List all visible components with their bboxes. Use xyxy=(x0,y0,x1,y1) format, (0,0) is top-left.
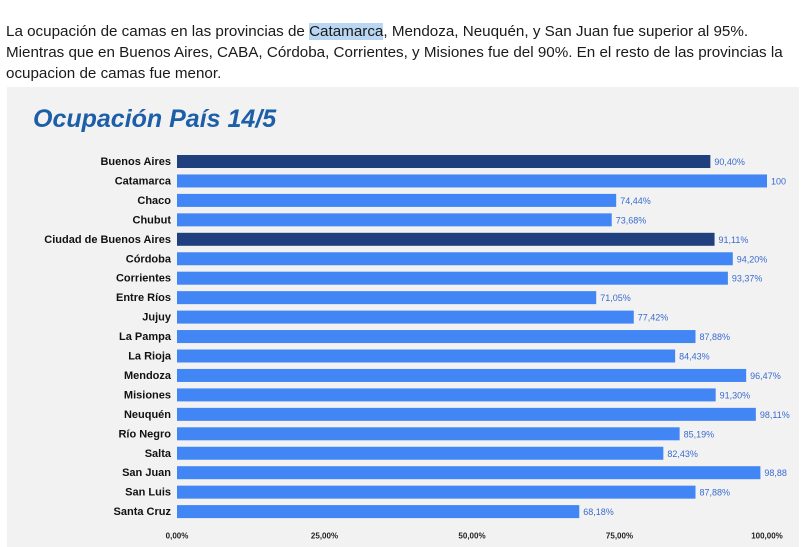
chart-title: Ocupación País 14/5 xyxy=(33,105,277,133)
bar-la-rioja xyxy=(177,349,676,363)
data-label-la-pampa: 87,88% xyxy=(699,332,730,342)
x-tick-label: 25,00% xyxy=(311,532,338,541)
bar-santa-cruz xyxy=(177,505,580,519)
data-label-buenos-aires: 90,40% xyxy=(714,157,745,167)
bar-ciudad-de-buenos-aires xyxy=(177,232,715,246)
data-label-cordoba: 94,20% xyxy=(737,254,768,264)
x-tick-label: 0,00% xyxy=(166,532,189,541)
category-label-mendoza: Mendoza xyxy=(124,370,172,382)
bar-san-juan xyxy=(177,466,761,480)
bar-corrientes xyxy=(177,271,728,285)
data-label-salta: 82,43% xyxy=(667,449,698,459)
category-label-entre-rios: Entre Ríos xyxy=(116,292,171,304)
category-label-chaco: Chaco xyxy=(137,195,171,207)
data-label-corrientes: 93,37% xyxy=(732,274,763,284)
category-label-misiones: Misiones xyxy=(124,389,171,401)
bar-chart: Buenos Aires 90,40% Catamarca 100 Chaco 74,44… xyxy=(44,155,790,541)
category-label-san-juan: San Juan xyxy=(122,467,171,479)
bar-cordoba xyxy=(177,252,733,266)
bar-neuquen xyxy=(177,407,756,421)
paragraph-text-end: , Mendoza, Neuquén, y San Juan fue super… xyxy=(6,23,783,83)
category-label-catamarca: Catamarca xyxy=(115,175,172,187)
data-label-la-rioja: 84,43% xyxy=(679,352,710,362)
bar-san-luis xyxy=(177,485,696,499)
highlighted-word: Catamarca xyxy=(309,23,384,41)
category-label-corrientes: Corrientes xyxy=(116,273,171,285)
bar-jujuy xyxy=(177,310,634,324)
category-label-ciudad-de-buenos-aires: Ciudad de Buenos Aires xyxy=(44,234,171,246)
data-label-chaco: 74,44% xyxy=(620,196,651,206)
category-label-buenos-aires: Buenos Aires xyxy=(100,156,171,168)
category-label-salta: Salta xyxy=(145,448,172,460)
paragraph-text-start: La ocupación de camas en las provincias … xyxy=(6,23,310,41)
category-label-cordoba: Córdoba xyxy=(126,253,172,265)
x-tick-label: 50,00% xyxy=(458,532,485,541)
intro-paragraph: La ocupación de camas en las provincias … xyxy=(6,21,798,84)
data-label-misiones: 91,30% xyxy=(720,390,751,400)
data-label-ciudad-de-buenos-aires: 91,11% xyxy=(719,235,749,245)
data-label-santa-cruz: 68,18% xyxy=(583,507,614,517)
bar-chaco xyxy=(177,193,617,207)
data-label-jujuy: 77,42% xyxy=(638,313,669,323)
category-label-la-pampa: La Pampa xyxy=(119,331,172,343)
bar-catamarca xyxy=(177,174,767,188)
bar-misiones xyxy=(177,388,716,402)
bar-la-pampa xyxy=(177,330,696,344)
data-label-catamarca: 100 xyxy=(771,176,786,186)
category-label-neuquen: Neuquén xyxy=(124,409,171,421)
data-label-rio-negro: 85,19% xyxy=(684,429,715,439)
data-label-san-luis: 87,88% xyxy=(699,488,730,498)
bar-chubut xyxy=(177,213,612,227)
data-label-chubut: 73,68% xyxy=(616,215,647,225)
category-label-jujuy: Jujuy xyxy=(142,312,172,324)
category-label-rio-negro: Río Negro xyxy=(118,428,171,440)
bar-salta xyxy=(177,446,664,460)
bar-buenos-aires xyxy=(177,155,711,168)
data-label-san-juan: 98,88 xyxy=(764,468,787,478)
bar-mendoza xyxy=(177,368,747,382)
category-label-san-luis: San Luis xyxy=(125,487,171,499)
category-label-chubut: Chubut xyxy=(133,214,172,226)
category-label-la-rioja: La Rioja xyxy=(128,351,172,363)
data-label-neuquen: 98,11% xyxy=(760,410,790,420)
bar-rio-negro xyxy=(177,427,680,441)
data-label-entre-rios: 71,05% xyxy=(600,293,631,303)
x-tick-label: 75,00% xyxy=(606,532,633,541)
bar-entre-rios xyxy=(177,291,597,305)
category-label-santa-cruz: Santa Cruz xyxy=(114,506,172,518)
x-tick-label: 100,00% xyxy=(751,532,783,541)
data-label-mendoza: 96,47% xyxy=(750,371,781,381)
chart-panel: Ocupación País 14/5 Buenos Aires 90,40% Ca… xyxy=(7,87,799,547)
